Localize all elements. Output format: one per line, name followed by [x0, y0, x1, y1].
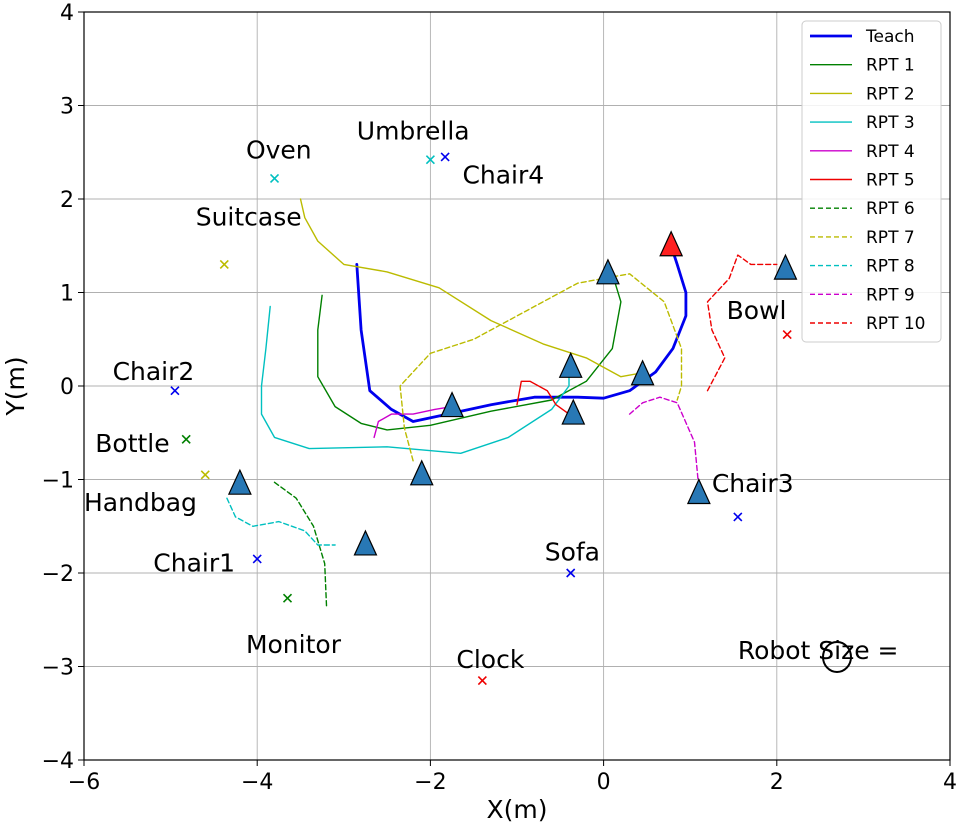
pose-marker-4 — [558, 351, 583, 378]
object-12: Bowl — [727, 296, 792, 340]
object-label: Handbag — [84, 488, 197, 517]
object-label: Monitor — [246, 630, 342, 659]
legend-label-8: RPT 8 — [866, 257, 915, 277]
legend-label-6: RPT 6 — [866, 199, 915, 219]
series-line-8 — [226, 497, 336, 546]
object-marker — [425, 155, 435, 165]
pose-marker-9 — [353, 529, 378, 556]
object-marker — [269, 173, 280, 183]
robot-size-circle — [822, 641, 852, 673]
y-tick-label: −4 — [42, 749, 74, 774]
object-label: Umbrella — [357, 117, 470, 146]
object-2: Oven — [246, 135, 312, 183]
object-11: Chair3 — [712, 469, 794, 522]
series-line-5 — [516, 380, 570, 415]
legend-label-10: RPT 10 — [866, 314, 925, 334]
x-tick-label: 2 — [770, 770, 784, 795]
object-label: Sofa — [545, 537, 600, 566]
pose-marker-6 — [561, 398, 586, 425]
object-marker — [181, 434, 191, 444]
y-tick-label: 1 — [60, 282, 74, 307]
pose-marker-5 — [440, 391, 464, 418]
pose-marker-10 — [686, 478, 711, 505]
y-tick-label: 0 — [60, 375, 74, 400]
y-tick-label: 4 — [60, 1, 74, 26]
series-line-0 — [355, 244, 688, 423]
series-line-9 — [628, 396, 700, 490]
x-tick-label: −2 — [414, 770, 446, 795]
legend-label-0: Teach — [865, 27, 915, 47]
pose-marker-8 — [227, 468, 252, 495]
legend-label-3: RPT 3 — [866, 113, 915, 133]
series-line-2 — [299, 198, 648, 378]
object-0: Umbrella — [357, 117, 470, 165]
legend-label-9: RPT 9 — [866, 285, 915, 305]
pose-marker-3 — [630, 359, 655, 386]
x-tick-label: −4 — [241, 770, 273, 795]
object-10: Clock — [456, 645, 525, 686]
object-marker — [200, 470, 210, 480]
series-line-1 — [317, 273, 622, 431]
series-line-7 — [399, 273, 683, 462]
y-tick-label: −3 — [42, 656, 74, 681]
object-3: Suitcase — [196, 203, 302, 270]
legend-label-1: RPT 1 — [866, 56, 915, 76]
object-marker — [219, 259, 229, 270]
object-label: Suitcase — [196, 203, 302, 232]
object-marker — [733, 512, 743, 522]
series-line-4 — [373, 405, 453, 439]
pose-marker-2 — [773, 253, 798, 280]
object-label: Chair4 — [462, 161, 544, 190]
y-tick-label: 2 — [60, 188, 74, 213]
pose-marker-7 — [409, 459, 434, 486]
legend-label-4: RPT 4 — [866, 142, 915, 162]
object-1: Chair4 — [440, 152, 544, 190]
object-marker — [782, 330, 792, 340]
annotation-text: Robot Size = — [738, 636, 899, 665]
x-tick-label: −6 — [68, 770, 100, 795]
object-markers: Umbrella Chair4 Oven Suitcase Chair2 Bottle Ha… — [84, 117, 794, 686]
robot-poses — [227, 230, 798, 556]
object-label: Chair3 — [712, 469, 794, 498]
object-label: Chair2 — [113, 357, 195, 386]
series-line-10 — [706, 254, 778, 392]
y-tick-label: −2 — [42, 562, 74, 587]
legend-label-7: RPT 7 — [866, 228, 915, 248]
object-label: Chair1 — [153, 549, 235, 578]
x-axis-label: X(m) — [487, 795, 548, 824]
object-marker — [282, 593, 293, 603]
object-label: Oven — [246, 135, 312, 164]
object-label: Bowl — [727, 296, 787, 325]
legend: Teach RPT 1 RPT 2 RPT 3 RPT 4 RPT 5 RPT 6 RPT 7… — [801, 20, 942, 343]
series-line-6 — [273, 481, 328, 607]
object-5: Bottle — [95, 429, 191, 458]
legend-label-2: RPT 2 — [866, 84, 915, 104]
x-tick-label: 0 — [597, 770, 611, 795]
y-tick-label: 3 — [60, 95, 74, 120]
object-marker — [440, 152, 450, 162]
y-tick-label: −1 — [42, 469, 74, 494]
object-marker — [477, 675, 487, 686]
object-label: Bottle — [95, 429, 169, 458]
pose-marker-1 — [595, 258, 620, 285]
object-marker — [170, 386, 180, 396]
object-4: Chair2 — [113, 357, 195, 396]
object-8: Monitor — [246, 593, 342, 659]
pose-marker-0 — [659, 230, 684, 257]
legend-label-5: RPT 5 — [866, 171, 915, 191]
object-label: Clock — [456, 645, 524, 674]
object-marker — [566, 568, 576, 578]
series-line-3 — [260, 305, 570, 454]
object-6: Handbag — [84, 470, 210, 517]
y-axis-label: Y(m) — [1, 356, 30, 416]
object-marker — [252, 554, 262, 564]
trajectories — [226, 198, 778, 607]
object-7: Chair1 — [153, 549, 262, 578]
robot-size-annotation: Robot Size = — [738, 636, 899, 673]
object-9: Sofa — [545, 537, 600, 578]
x-tick-label: 4 — [943, 770, 957, 795]
